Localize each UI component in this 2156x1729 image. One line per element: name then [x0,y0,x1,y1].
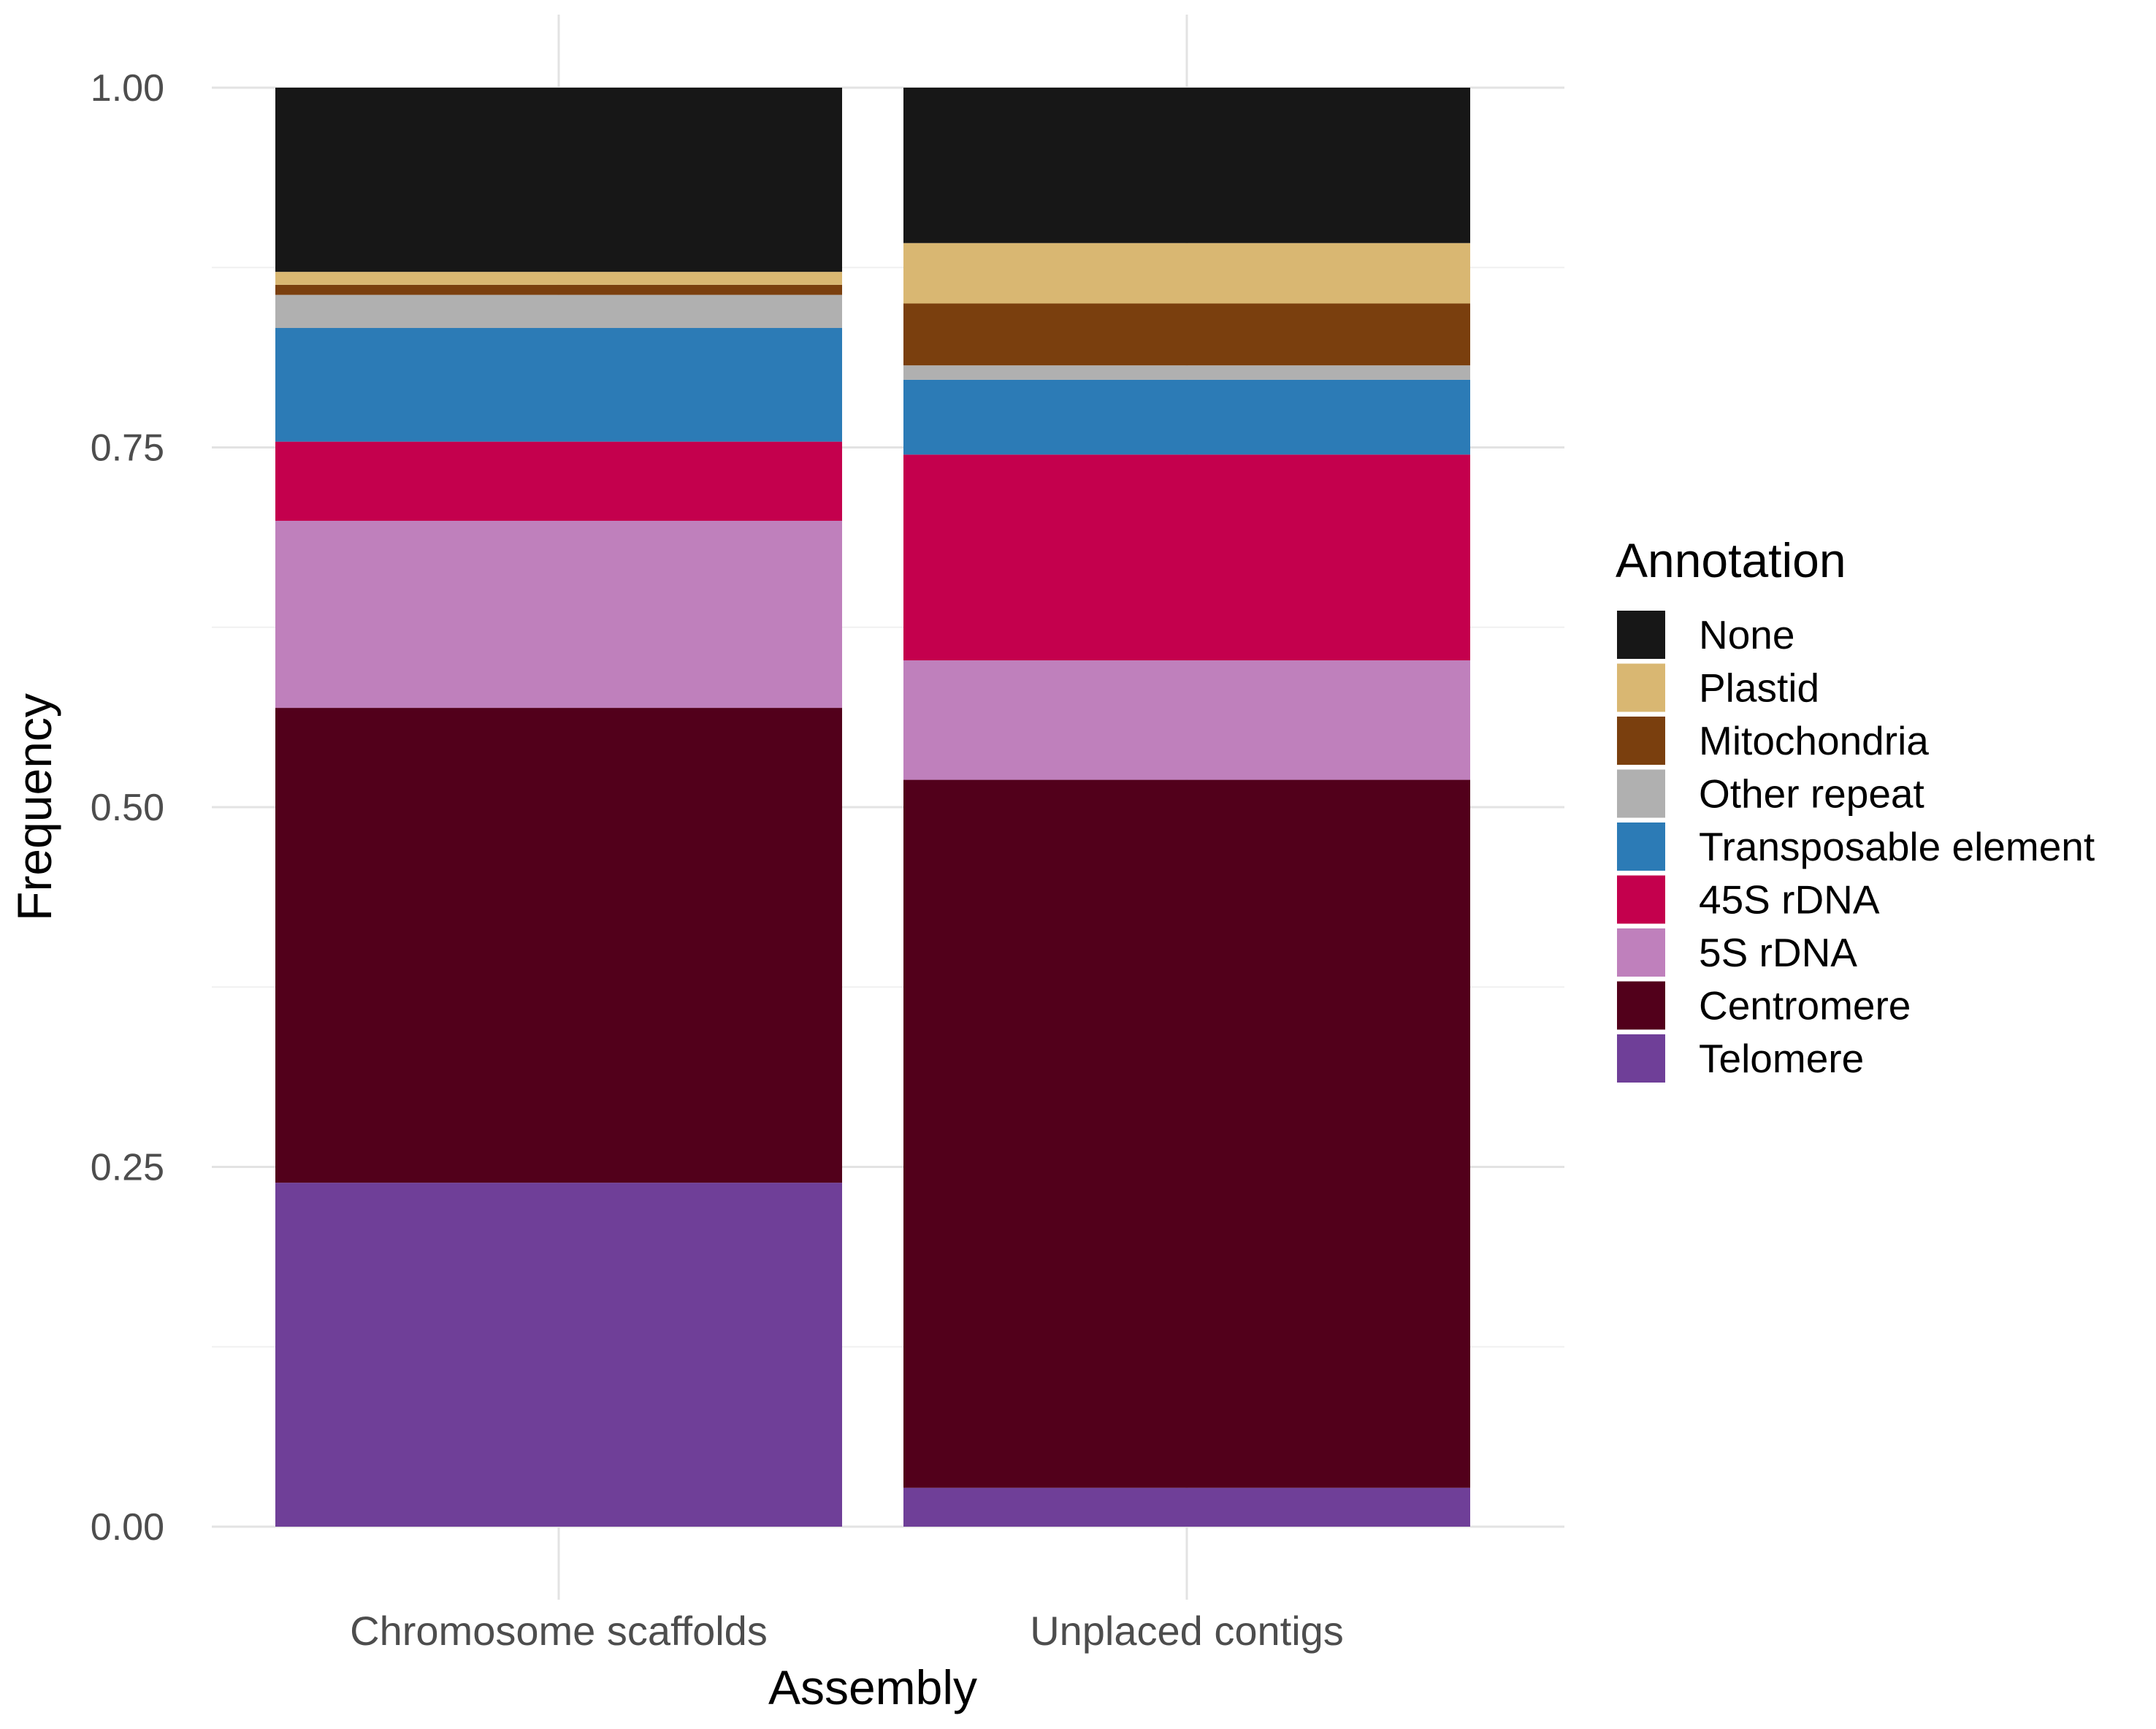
bar-segment [903,454,1470,661]
legend-key [1617,663,1665,712]
y-tick-label: 0.25 [91,1147,164,1189]
bar-segment [275,284,842,295]
bar-segment [903,779,1470,1488]
bar-segment [903,88,1470,243]
legend-label: 45S rDNA [1699,877,1880,923]
legend-key [1617,717,1665,765]
legend-label: Transposable element [1699,824,2095,869]
bar-segment [275,520,842,709]
legend-label: Telomere [1699,1036,1864,1081]
legend-key [1617,769,1665,818]
y-tick-label: 0.50 [91,787,164,829]
legend-label: None [1699,612,1794,657]
bar-segment [903,1487,1470,1527]
bar-segment [275,1183,842,1527]
legend-key [1617,928,1665,977]
bar-segment [903,379,1470,455]
legend-key [1617,822,1665,871]
legend-title: Annotation [1616,533,1846,587]
bar-segment [275,441,842,521]
bar-segment [275,272,842,285]
legend-key [1617,1034,1665,1083]
bar-segment [275,88,842,272]
y-axis-title: Frequency [7,693,61,921]
bar-stack-layer [275,88,1470,1527]
bar-segment [903,365,1470,380]
x-axis-title: Assembly [768,1660,977,1714]
legend-key [1617,875,1665,924]
legend-key [1617,611,1665,659]
y-axis-tick-labels: 0.00 0.25 0.50 0.75 1.00 [91,67,164,1549]
legend-key [1617,981,1665,1030]
legend-label: Centromere [1699,983,1911,1028]
legend-label: Plastid [1699,665,1819,711]
bar-segment [275,708,842,1183]
bar-segment [275,327,842,442]
bar-segment [903,243,1470,304]
bar-segment [275,294,842,328]
bar-segment [903,660,1470,780]
y-tick-label: 1.00 [91,67,164,110]
x-axis-tick-labels: Chromosome scaffolds Unplaced contigs [350,1608,1344,1654]
legend-label: Other repeat [1699,771,1924,817]
legend-label: Mitochondria [1699,718,1929,763]
x-tick-label: Chromosome scaffolds [350,1608,768,1654]
legend: None Plastid Mitochondria Other repeat Trans… [1617,611,2095,1083]
legend-label: 5S rDNA [1699,930,1857,975]
y-tick-label: 0.75 [91,427,164,470]
bar-segment [903,303,1470,366]
x-tick-label: Unplaced contigs [1030,1608,1344,1654]
y-tick-label: 0.00 [91,1506,164,1549]
